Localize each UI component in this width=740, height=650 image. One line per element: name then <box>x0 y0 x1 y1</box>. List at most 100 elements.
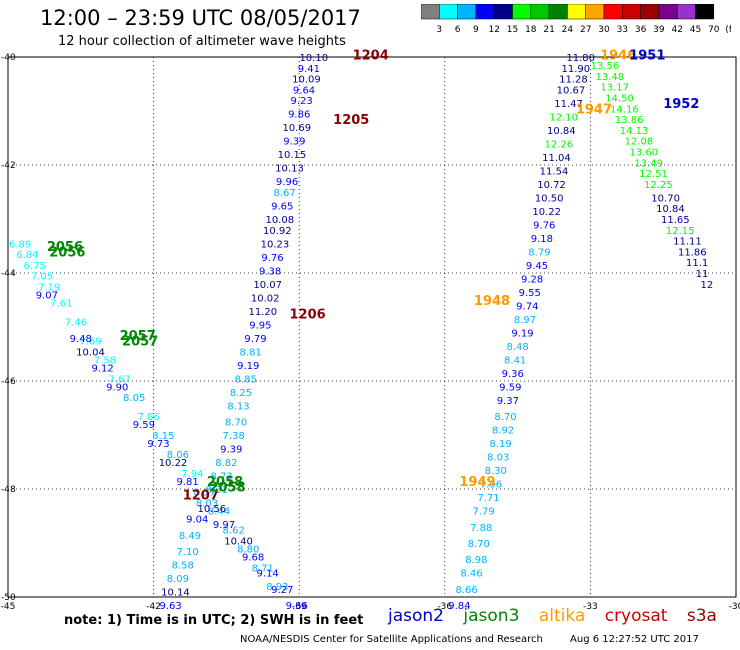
pass-number-label: 2057 <box>122 335 158 350</box>
pass-number-label: 2058 <box>209 480 245 495</box>
wave-height-point: 7.86 <box>138 412 160 423</box>
legend-level-label: 18 <box>525 25 537 35</box>
wave-height-point: 9.76 <box>533 220 555 231</box>
wave-height-point: 11.86 <box>678 247 707 258</box>
wave-height-point: 9.59 <box>499 382 521 393</box>
wave-height-point: 8.67 <box>274 188 296 199</box>
chart-title: 12:00 – 23:59 UTC 08/05/2017 <box>40 6 361 30</box>
wave-height-point: 10.92 <box>263 226 292 237</box>
credit-text: NOAA/NESDIS Center for Satellite Applica… <box>240 634 543 645</box>
wave-height-point: 9.97 <box>213 520 235 531</box>
wave-height-point: 8.71 <box>252 563 274 574</box>
wave-height-point: 10.14 <box>161 588 190 599</box>
wave-height-point: 9.39 <box>220 445 242 456</box>
chart-note: note: 1) Time is in UTC; 2) SWH is in fe… <box>64 613 364 628</box>
wave-height-point: 7.67 <box>108 374 130 385</box>
legend-level-label: 15 <box>507 25 518 35</box>
x-tick-label: -42 <box>146 602 161 612</box>
wave-height-point: 10.23 <box>261 239 290 250</box>
wave-height-point: 10.07 <box>253 280 282 291</box>
wave-height-point: 9.18 <box>531 234 553 245</box>
wave-height-point: 10.13 <box>275 164 304 175</box>
wave-height-point: 7.79 <box>472 507 494 518</box>
wave-height-point: 13.48 <box>595 72 624 83</box>
wave-height-point: 12.25 <box>644 180 673 191</box>
wave-height-point: 10.15 <box>278 150 307 161</box>
satellite-legend: jason2 jason3 altika cryosat s3a <box>388 606 731 626</box>
wave-height-point: 11.90 <box>562 64 591 75</box>
wave-height-point: 13.49 <box>634 158 663 169</box>
legend-level-label: 24 <box>562 25 574 35</box>
wave-height-point: 8.13 <box>227 401 249 412</box>
y-tick-label: -48 <box>1 485 16 495</box>
wave-height-point: 6.75 <box>24 261 46 272</box>
wave-height-point: 9.90 <box>106 382 128 393</box>
y-tick-label: -42 <box>1 161 16 171</box>
satellite-label-jason2: jason2 <box>388 606 444 626</box>
wave-height-point: 10.84 <box>547 126 576 137</box>
legend-level-label: 21 <box>543 25 554 35</box>
wave-height-point: 11 <box>696 269 709 280</box>
pass-number-label: 2056 <box>49 245 85 260</box>
satellite-label-cryosat: cryosat <box>604 606 668 626</box>
wave-height-point: 8.15 <box>152 431 174 442</box>
pass-number-label: 1949 <box>459 475 495 490</box>
wave-height-point: 10.72 <box>537 180 566 191</box>
wave-height-point: 9.23 <box>290 96 312 107</box>
wave-height-point: 9.95 <box>249 320 271 331</box>
wave-height-point: 9.81 <box>176 477 198 488</box>
wave-height-point: 8.81 <box>240 347 262 358</box>
wave-height-point: 8.44 <box>208 507 230 518</box>
wave-height-point: 9.38 <box>259 266 281 277</box>
pass-number-label: 1947 <box>576 102 612 117</box>
wave-height-point: 8.98 <box>465 555 487 566</box>
y-tick-label: -50 <box>1 593 16 603</box>
wave-height-point: 9.39 <box>283 137 305 148</box>
wave-height-point: 9.45 <box>526 261 548 272</box>
legend-level-label: 45 <box>690 25 701 35</box>
wave-height-point: 10.22 <box>532 207 561 218</box>
wave-height-point: 11.20 <box>248 307 277 318</box>
wave-height-point: 7.38 <box>223 431 245 442</box>
wave-height-point: 8.03 <box>487 453 509 464</box>
wave-height-point: 9.66 <box>286 601 308 612</box>
wave-height-point: 10.09 <box>292 75 321 86</box>
wave-height-point: 7.10 <box>176 547 198 558</box>
wave-height-point: 8.73 <box>210 472 232 483</box>
wave-height-point: 10.67 <box>557 85 586 96</box>
wave-height-point: 9.04 <box>186 515 208 526</box>
wave-height-point: 14.16 <box>610 104 639 115</box>
x-tick-label: -45 <box>1 602 16 612</box>
wave-height-point: 7.46 <box>65 318 87 329</box>
satellite-label-altika: altika <box>538 606 586 626</box>
legend-level-label: (ft) <box>725 25 731 35</box>
wave-height-point: 8.70 <box>225 418 247 429</box>
y-tick-label: -40 <box>1 53 16 63</box>
legend-level-label: 9 <box>473 25 479 35</box>
wave-height-point: 9.65 <box>271 202 293 213</box>
wave-height-point: 9.07 <box>36 291 58 302</box>
pass-number-label: 1206 <box>289 308 325 323</box>
wave-height-point: 11.54 <box>540 166 569 177</box>
y-tick-label: -44 <box>1 269 16 279</box>
wave-height-point: 9.14 <box>257 569 279 580</box>
wave-height-point: 8.48 <box>506 342 528 353</box>
wave-height-point: 9.28 <box>521 274 543 285</box>
legend-level-label: 30 <box>598 25 610 35</box>
wave-height-point: 9.76 <box>261 253 283 264</box>
wave-height-point: 11.47 <box>554 99 583 110</box>
wave-height-point: 7.96 <box>480 480 502 491</box>
chart-footer: NOAA/NESDIS Center for Satellite Applica… <box>240 634 699 645</box>
wave-height-point: 9.96 <box>276 177 298 188</box>
wave-height-point: 7.61 <box>50 299 72 310</box>
wave-height-point: 10.84 <box>656 204 685 215</box>
wave-height-point: 9.19 <box>511 328 533 339</box>
wave-height-point: 13.86 <box>615 115 644 126</box>
wave-height-point: 8.25 <box>230 388 252 399</box>
legend-level-label: 3 <box>436 25 442 35</box>
legend-level-label: 36 <box>635 25 647 35</box>
wave-height-point: 7.05 <box>31 272 53 283</box>
satellite-label-jason3: jason3 <box>463 606 520 626</box>
wave-height-point: 8.05 <box>123 393 145 404</box>
